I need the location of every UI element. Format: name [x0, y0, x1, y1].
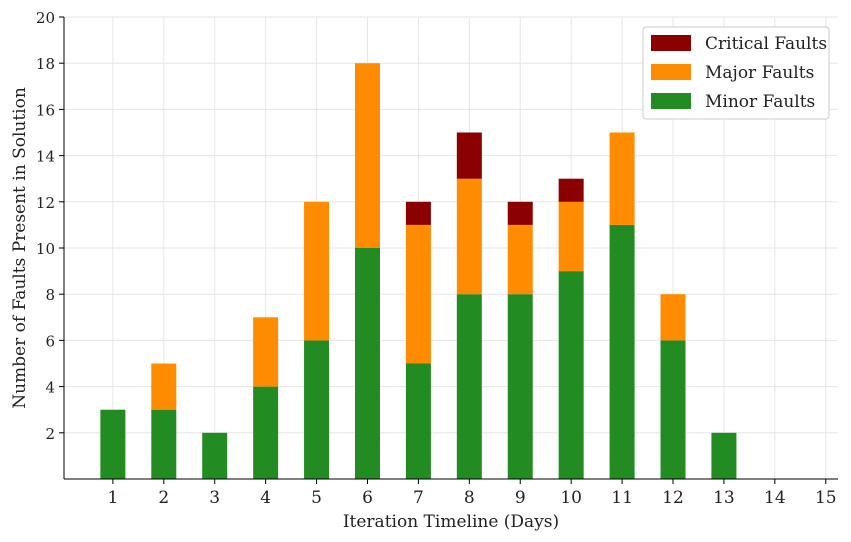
y-axis-title: Number of Faults Present in Solution	[10, 87, 30, 409]
bar-minor-faults-3	[202, 432, 228, 479]
legend-swatch-minor-faults	[651, 93, 691, 109]
x-tick-label: 5	[311, 488, 322, 508]
bar-minor-faults-1	[100, 409, 126, 479]
bar-critical-faults-8	[456, 132, 482, 179]
bar-major-faults-7	[405, 224, 431, 364]
bar-major-faults-11	[609, 132, 635, 225]
bar-major-faults-10	[558, 201, 584, 272]
bar-minor-faults-6	[354, 248, 380, 479]
bar-minor-faults-8	[456, 294, 482, 479]
bar-minor-faults-2	[151, 409, 177, 479]
legend: Critical Faults Major Faults Minor Faults	[642, 26, 830, 120]
x-tick-label: 10	[560, 488, 582, 508]
y-tick-label: 12	[36, 194, 55, 212]
bar-minor-faults-10	[558, 271, 584, 479]
x-tick-labels: 1 2 3 4 5 6 7 8 9 10 11 12 13 14 15	[107, 479, 837, 508]
bar-major-faults-12	[660, 294, 686, 341]
legend-label: Minor Faults	[705, 92, 815, 112]
y-tick-labels: 2 4 6 8 10 12 14 16 18 20	[36, 9, 64, 443]
y-tick-label: 2	[45, 425, 55, 443]
x-tick-label: 1	[107, 488, 118, 508]
bar-major-faults-9	[507, 224, 533, 295]
x-tick-label: 2	[158, 488, 169, 508]
bar-critical-faults-10	[558, 178, 584, 202]
legend-label: Critical Faults	[705, 34, 827, 54]
y-tick-label: 6	[45, 332, 55, 350]
legend-swatch-critical-faults	[651, 35, 691, 51]
bars	[100, 63, 737, 479]
bar-minor-faults-9	[507, 294, 533, 479]
bar-critical-faults-9	[507, 201, 533, 225]
y-tick-label: 16	[36, 101, 55, 119]
y-tick-label: 10	[36, 240, 55, 258]
x-tick-label: 13	[713, 488, 735, 508]
x-tick-label: 11	[611, 488, 633, 508]
legend-label: Major Faults	[705, 63, 814, 83]
x-tick-label: 4	[260, 488, 271, 508]
x-tick-label: 12	[662, 488, 684, 508]
x-tick-label: 3	[209, 488, 220, 508]
bar-minor-faults-12	[660, 340, 686, 479]
bar-major-faults-4	[253, 317, 279, 387]
legend-swatch-major-faults	[651, 64, 691, 80]
x-tick-label: 14	[764, 488, 786, 508]
x-tick-label: 7	[413, 488, 424, 508]
y-tick-label: 14	[36, 148, 55, 166]
bar-minor-faults-4	[253, 386, 279, 479]
x-tick-label: 8	[464, 488, 475, 508]
y-tick-label: 18	[36, 55, 55, 73]
bar-major-faults-5	[304, 201, 330, 341]
bar-minor-faults-11	[609, 224, 635, 479]
x-tick-label: 15	[815, 488, 837, 508]
x-tick-label: 6	[362, 488, 373, 508]
bar-minor-faults-5	[304, 340, 330, 479]
x-axis-title: Iteration Timeline (Days)	[343, 512, 559, 532]
bar-critical-faults-7	[405, 201, 431, 225]
bar-major-faults-6	[354, 63, 380, 249]
bar-minor-faults-7	[405, 363, 431, 479]
x-tick-label: 9	[515, 488, 526, 508]
bar-major-faults-8	[456, 178, 482, 295]
bar-minor-faults-13	[711, 432, 737, 479]
y-tick-label: 4	[45, 379, 55, 397]
y-tick-label: 20	[36, 9, 55, 27]
y-tick-label: 8	[45, 286, 55, 304]
bar-major-faults-2	[151, 363, 177, 410]
